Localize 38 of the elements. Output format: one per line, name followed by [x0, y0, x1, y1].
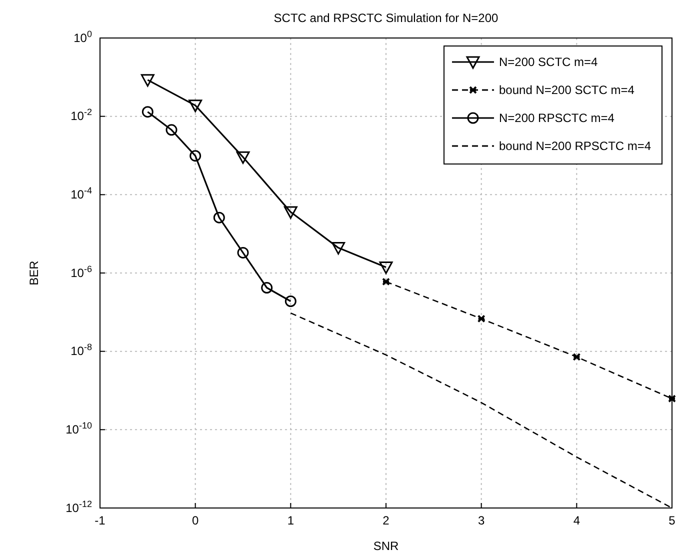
point: [668, 394, 676, 403]
point: [142, 106, 154, 118]
legend-label: N=200 SCTC m=4: [499, 55, 598, 69]
x-tick-label: 5: [668, 514, 676, 528]
y-tick-label: 10$^{-12}$: [66, 498, 92, 515]
y-tick-label: 10$^{-10}$: [66, 420, 92, 437]
point: [166, 124, 178, 136]
y-tick-label: 10$^{-2}$: [70, 107, 92, 124]
point: [261, 282, 273, 294]
point: [140, 74, 154, 87]
legend-label: bound N=200 SCTC m=4: [499, 83, 635, 97]
x-tick-label: 0: [192, 514, 199, 528]
point: [572, 352, 581, 361]
chart-title: SCTC and RPSCTC Simulation for N=200: [274, 11, 499, 25]
point: [237, 246, 249, 258]
point: [188, 100, 202, 112]
x-tick-label: 3: [478, 514, 485, 528]
x-tick-label: 2: [382, 514, 390, 528]
point: [477, 314, 486, 323]
point: [284, 206, 298, 219]
point: [332, 242, 346, 255]
legend-label: bound N=200 RPSCTC m=4: [499, 139, 652, 153]
point: [213, 212, 225, 224]
point: [236, 151, 250, 164]
y-tick-label: 10$^{-6}$: [70, 264, 92, 280]
y-tick-label: 10$^{-8}$: [70, 342, 92, 358]
y-axis-title: BER: [27, 260, 41, 286]
point: [379, 262, 393, 274]
point: [190, 150, 202, 162]
x-axis-title: SNR: [373, 539, 399, 553]
x-tick-label: -1: [94, 514, 106, 528]
y-tick-label: 10$^{0}$: [74, 28, 92, 45]
x-tick-label: 4: [573, 514, 580, 528]
point: [284, 296, 296, 307]
legend-label: N=200 RPSCTC m=4: [499, 111, 615, 125]
x-tick-label: 1: [287, 514, 294, 528]
point: [382, 278, 390, 286]
y-tick-label: 10$^{-4}$: [70, 186, 92, 202]
